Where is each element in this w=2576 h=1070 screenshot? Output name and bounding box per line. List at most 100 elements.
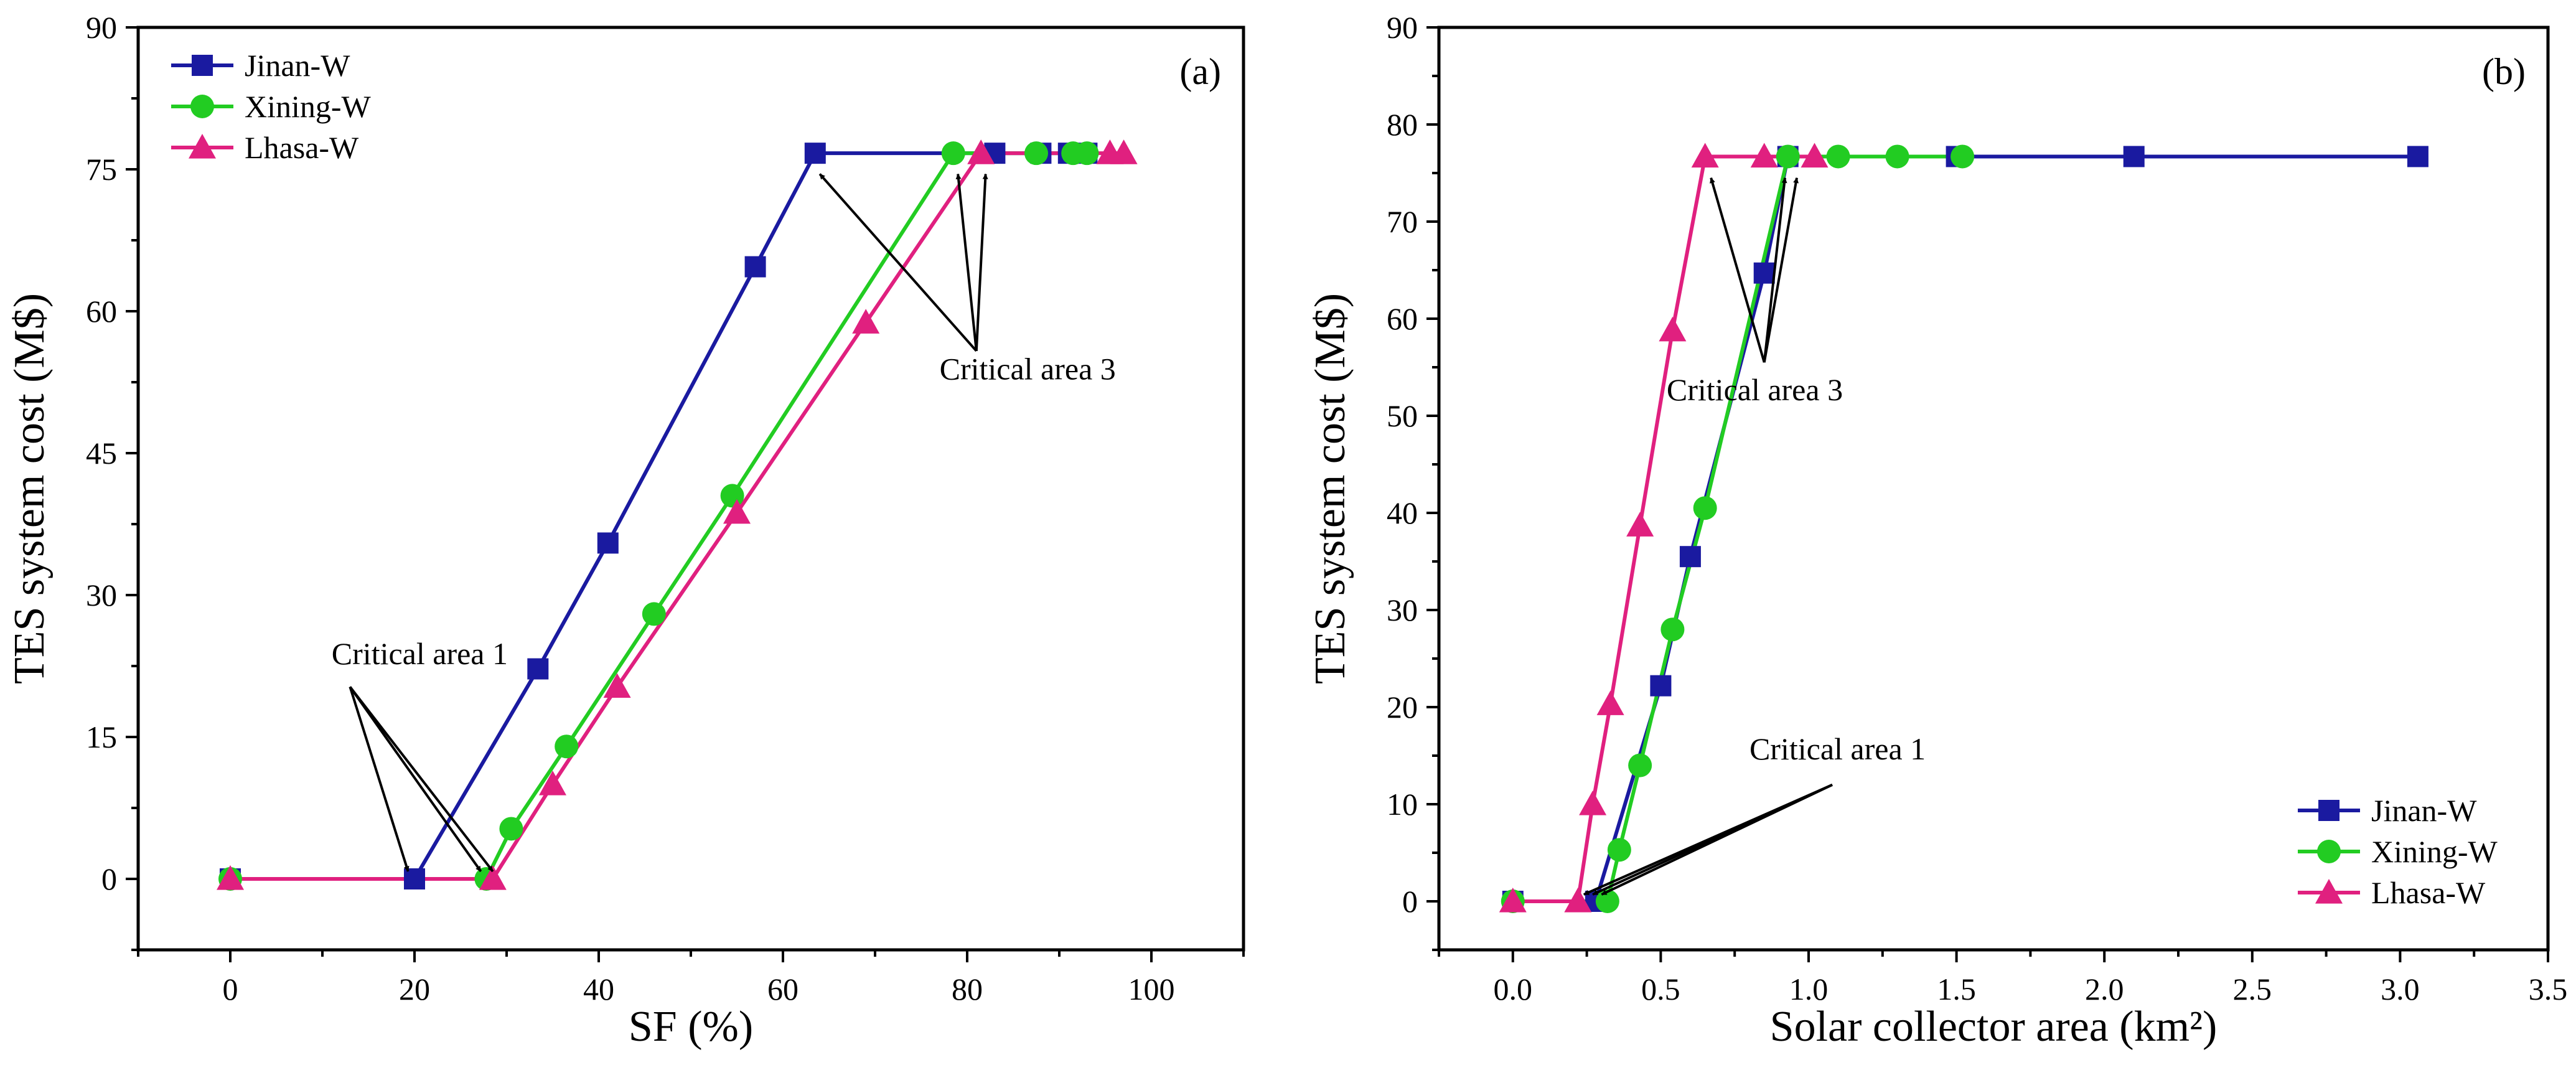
data-point-lhasa-w [852, 309, 880, 334]
data-point-lhasa-w [1750, 143, 1778, 168]
annotation-label: Critical area 1 [1749, 731, 1926, 766]
x-tick-label: 1.0 [1789, 972, 1829, 1007]
data-point-lhasa-w [479, 865, 507, 890]
y-axis-title: TES system cost (M$) [6, 293, 54, 684]
x-tick-label: 60 [767, 972, 799, 1007]
y-tick-label: 70 [1387, 204, 1418, 239]
data-point-lhasa-w [967, 139, 995, 164]
data-point-lhasa-w [603, 673, 631, 698]
y-tick-label: 40 [1387, 495, 1418, 530]
legend-label: Xining-W [2371, 834, 2498, 869]
legend-label: Lhasa-W [2371, 875, 2486, 910]
legend-marker [2318, 800, 2339, 821]
legend-label: Lhasa-W [245, 130, 359, 165]
y-tick-label: 90 [1387, 10, 1418, 45]
annotation-arrow [349, 686, 410, 872]
data-point-xining-w [1024, 141, 1048, 166]
data-point-lhasa-w [1691, 143, 1719, 168]
y-tick-label: 30 [86, 578, 117, 612]
data-point-lhasa-w [1564, 888, 1592, 913]
annotation-label: Critical area 1 [332, 636, 508, 671]
y-axis-title: TES system cost (M$) [1306, 293, 1354, 684]
legend: Jinan-W Xining-W Lhasa-W [171, 48, 372, 165]
series-line-lhasa-w [230, 151, 1124, 881]
annotation-arrow [1763, 177, 1787, 363]
annotation-arrow [818, 173, 978, 352]
legend-label: Xining-W [245, 89, 372, 124]
plot-frame [1437, 26, 2550, 952]
y-tick-label: 0 [101, 861, 117, 896]
data-point-lhasa-w [1801, 143, 1829, 168]
legend-marker [192, 55, 213, 76]
data-point-xining-w [1826, 144, 1850, 169]
x-tick-label: 3.5 [2529, 972, 2568, 1007]
legend-marker [190, 95, 214, 118]
data-point-lhasa-w [723, 499, 751, 524]
data-point-jinan-w [1679, 546, 1701, 568]
annotation-arrow [975, 173, 988, 351]
data-point-xining-w [1693, 496, 1717, 520]
data-point-jinan-w [1650, 675, 1672, 697]
x-tick-label: 2.0 [2085, 972, 2124, 1007]
x-tick-label: 20 [399, 972, 430, 1007]
data-point-xining-w [1660, 617, 1685, 642]
annotation-arrow [349, 686, 494, 873]
y-tick-label: 15 [86, 720, 117, 754]
data-point-xining-w [720, 484, 744, 508]
legend-marker [2315, 879, 2343, 904]
y-tick-label: 45 [86, 436, 117, 471]
data-point-jinan-w [744, 256, 766, 278]
data-point-xining-w [1885, 144, 1909, 169]
x-axis-title: SF (%) [629, 1003, 753, 1051]
series-line-xining-w [230, 151, 1087, 881]
x-tick-label: 100 [1128, 972, 1175, 1007]
annotation-arrow [1710, 177, 1766, 363]
panel-label: (a) [1179, 51, 1221, 92]
chart-panel-b: 0.0 0.5 1.0 1.5 2.0 2.5 3.0 3.5 0 10 20 30 40 50 60 70 8… [1306, 10, 2567, 1051]
annotation-arrow [1763, 177, 1799, 363]
y-tick-label: 75 [86, 152, 117, 187]
x-tick-label: 2.5 [2233, 972, 2272, 1007]
x-tick-label: 0 [223, 972, 238, 1007]
y-tick-label: 50 [1387, 398, 1418, 433]
data-point-jinan-w [2123, 146, 2145, 167]
y-tick-label: 10 [1387, 787, 1418, 822]
series-line-jinan-w [230, 151, 1087, 881]
x-axis-title: Solar collector area (km²) [1770, 1003, 2218, 1051]
data-point-lhasa-w [1499, 888, 1527, 913]
data-point-lhasa-w [217, 865, 244, 890]
data-point-lhasa-w [1659, 316, 1687, 342]
annotation-label: Critical area 3 [1667, 372, 1843, 407]
data-point-xining-w [1776, 144, 1800, 169]
annotation-label: Critical area 3 [940, 351, 1116, 386]
data-point-jinan-w [527, 658, 549, 680]
data-point-lhasa-w [539, 771, 566, 795]
data-point-xining-w [499, 817, 523, 841]
data-point-xining-w [555, 734, 579, 759]
data-point-xining-w [642, 602, 666, 626]
x-tick-label: 0.5 [1641, 972, 1680, 1007]
data-point-jinan-w [2407, 146, 2428, 167]
data-point-xining-w [941, 141, 965, 166]
data-point-jinan-w [597, 532, 619, 554]
annotation-arrow [349, 686, 482, 872]
data-point-xining-w [1075, 141, 1099, 166]
y-tick-label: 60 [1387, 301, 1418, 336]
data-point-xining-w [1951, 144, 1975, 169]
x-tick-label: 1.5 [1937, 972, 1976, 1007]
y-tick-label: 60 [86, 294, 117, 329]
annotation-arrow [1601, 783, 1833, 896]
legend-marker [189, 134, 216, 159]
data-point-xining-w [1628, 753, 1652, 777]
chart-panel-a: 0 20 40 60 80 100 0 15 30 45 60 75 90 SF (%) TES syste… [6, 10, 1245, 1051]
legend-label: Jinan-W [2371, 793, 2477, 828]
x-tick-label: 80 [952, 972, 983, 1007]
legend-marker [2317, 840, 2341, 863]
legend: Jinan-W Xining-W Lhasa-W [2298, 793, 2498, 910]
panel-label: (b) [2482, 51, 2526, 92]
y-tick-label: 20 [1387, 690, 1418, 725]
y-tick-label: 0 [1402, 884, 1418, 919]
y-tick-label: 90 [86, 10, 117, 45]
series-line-xining-w [1512, 154, 1963, 903]
